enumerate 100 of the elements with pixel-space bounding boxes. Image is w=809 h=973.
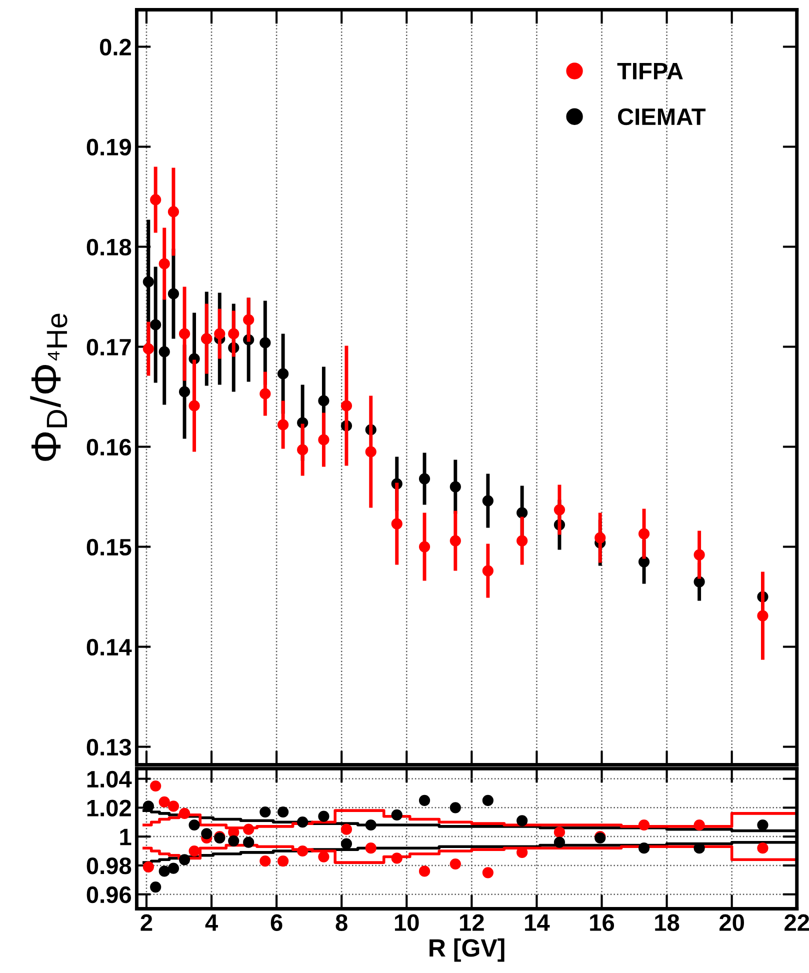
- point: [168, 800, 180, 812]
- point: [757, 819, 768, 831]
- point: [150, 319, 162, 330]
- point: [168, 206, 180, 218]
- point: [188, 400, 200, 412]
- point: [391, 809, 402, 820]
- point: [418, 794, 430, 806]
- point: [554, 826, 566, 838]
- point: [297, 816, 308, 828]
- point: [516, 815, 528, 826]
- point: [694, 549, 705, 560]
- point: [158, 258, 170, 270]
- x-tick-label: 10: [394, 914, 419, 931]
- point: [340, 400, 352, 412]
- point: [228, 835, 240, 846]
- point: [638, 556, 650, 568]
- point: [178, 808, 190, 820]
- point: [594, 532, 606, 544]
- x-tick-label: 14: [525, 914, 550, 931]
- y-tick-label: 1.02: [87, 800, 131, 816]
- y-tick-label: 0.98: [86, 858, 132, 874]
- point: [450, 535, 461, 546]
- point: [278, 806, 289, 818]
- point: [150, 882, 162, 893]
- point: [516, 846, 528, 858]
- point: [418, 541, 430, 552]
- point: [188, 819, 200, 831]
- point: [297, 444, 308, 456]
- point: [318, 851, 330, 862]
- point: [638, 528, 650, 540]
- x-axis-title: R [GV]: [430, 938, 504, 962]
- point: [482, 794, 494, 806]
- y-tick-label: 1: [120, 828, 132, 846]
- y-tick-label: 0.15: [86, 538, 132, 556]
- point: [450, 858, 461, 870]
- point: [318, 395, 330, 406]
- point: [694, 819, 705, 831]
- point: [418, 866, 430, 877]
- y-tick-label: 0.16: [86, 438, 132, 456]
- point: [757, 842, 768, 854]
- point: [150, 194, 162, 206]
- point: [158, 346, 170, 358]
- point: [391, 518, 402, 530]
- point: [694, 576, 705, 588]
- y-tick-label: 0.19: [86, 138, 131, 156]
- point: [201, 828, 212, 840]
- x-tick-label: 2: [140, 914, 152, 931]
- point: [482, 495, 494, 506]
- y-tick-label: 0.18: [86, 238, 132, 256]
- point: [260, 806, 271, 818]
- legend-label: CIEMAT: [618, 108, 706, 126]
- point: [214, 328, 226, 340]
- point: [365, 446, 376, 458]
- point: [243, 824, 254, 835]
- point: [516, 535, 528, 546]
- legend-label: TIFPA: [617, 63, 683, 80]
- point: [150, 780, 162, 792]
- point: [365, 842, 376, 854]
- point: [178, 386, 190, 398]
- x-tick-label: 18: [655, 914, 680, 931]
- x-tick-label: 6: [270, 914, 282, 931]
- point: [297, 845, 308, 857]
- point: [188, 845, 200, 857]
- point: [638, 819, 650, 831]
- point: [482, 867, 494, 878]
- point: [243, 836, 254, 848]
- point: [318, 810, 330, 822]
- y-tick-label: 0.13: [86, 738, 132, 756]
- point: [318, 434, 330, 446]
- point: [142, 343, 154, 354]
- point: [278, 856, 289, 867]
- point: [278, 368, 289, 380]
- point: [260, 856, 271, 867]
- point: [142, 276, 154, 288]
- y-tick-label: 0.2: [100, 38, 131, 56]
- point: [158, 796, 170, 808]
- point: [554, 504, 566, 516]
- point: [757, 610, 768, 622]
- point: [450, 802, 461, 814]
- point: [516, 507, 528, 518]
- x-tick-label: 20: [720, 914, 744, 931]
- y-tick-label: 1.04: [87, 770, 132, 788]
- x-tick-label: 22: [784, 914, 809, 931]
- point: [391, 852, 402, 864]
- x-tick-label: 16: [590, 914, 614, 931]
- point: [260, 388, 271, 400]
- point: [482, 565, 494, 576]
- point: [158, 866, 170, 877]
- point: [228, 328, 240, 340]
- y-tick-label: 0.17: [86, 338, 131, 356]
- point: [142, 861, 154, 872]
- point: [340, 824, 352, 835]
- point: [365, 819, 376, 831]
- point: [418, 473, 430, 484]
- x-tick-label: 12: [460, 914, 484, 931]
- point: [340, 838, 352, 850]
- point: [554, 836, 566, 848]
- point: [168, 288, 180, 300]
- point: [638, 842, 650, 854]
- x-tick-label: 4: [205, 914, 218, 931]
